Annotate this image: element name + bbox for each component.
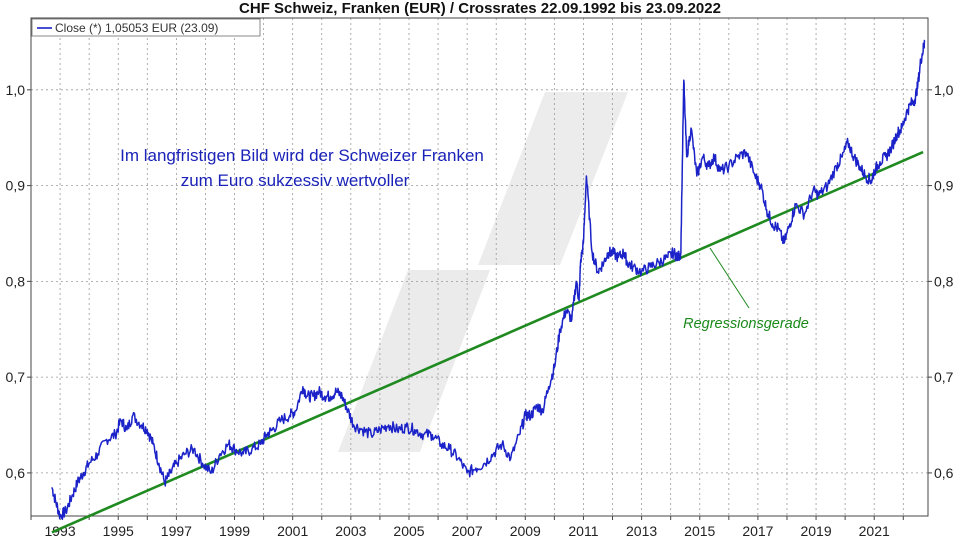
regression-line xyxy=(51,150,924,534)
y-tick-label-right: 0,6 xyxy=(934,465,954,481)
annotation-line-1: Im langfristigen Bild wird der Schweizer… xyxy=(120,146,484,165)
annotation-line-2: zum Euro sukzessiv wertvoller xyxy=(181,171,410,190)
x-tick-label: 2007 xyxy=(452,523,483,539)
x-tick-label: 2001 xyxy=(277,523,308,539)
x-tick-label: 2005 xyxy=(393,523,424,539)
y-tick-label-left: 0,7 xyxy=(6,369,26,385)
regression-pointer xyxy=(709,247,750,309)
y-tick-label-left: 1,0 xyxy=(6,82,26,98)
y-tick-label-right: 1,0 xyxy=(934,82,954,98)
series-line-close xyxy=(51,39,926,521)
x-tick-label: 2015 xyxy=(684,523,715,539)
y-tick-label-right: 0,7 xyxy=(934,369,954,385)
x-tick-label: 1993 xyxy=(44,523,75,539)
plot-frame xyxy=(30,17,929,517)
x-tick-label: 2021 xyxy=(859,523,890,539)
x-tick-label: 1995 xyxy=(103,523,134,539)
x-tick-label: 1997 xyxy=(161,523,192,539)
y-tick-label-right: 0,8 xyxy=(934,273,954,289)
x-tick-label: 2017 xyxy=(742,523,773,539)
x-tick-label: 2011 xyxy=(568,523,598,539)
y-tick-label-left: 0,9 xyxy=(6,178,26,194)
y-tick-label-left: 0,8 xyxy=(6,273,26,289)
y-tick-label-left: 0,6 xyxy=(6,465,26,481)
x-tick-label: 2009 xyxy=(510,523,541,539)
chart-title: CHF Schweiz, Franken (EUR) / Crossrates … xyxy=(239,0,721,17)
y-tick-label-right: 0,9 xyxy=(934,178,954,194)
x-tick-label: 2013 xyxy=(626,523,657,539)
regression-label: Regressionsgerade xyxy=(683,316,809,332)
legend: Close (*) 1,05053 EUR (23.09) xyxy=(31,18,261,37)
x-tick-label: 2019 xyxy=(800,523,831,539)
x-tick-label: 2003 xyxy=(335,523,366,539)
legend-label: Close (*) 1,05053 EUR (23.09) xyxy=(55,21,218,35)
watermark-logo xyxy=(338,92,628,452)
x-tick-label: 1999 xyxy=(219,523,250,539)
